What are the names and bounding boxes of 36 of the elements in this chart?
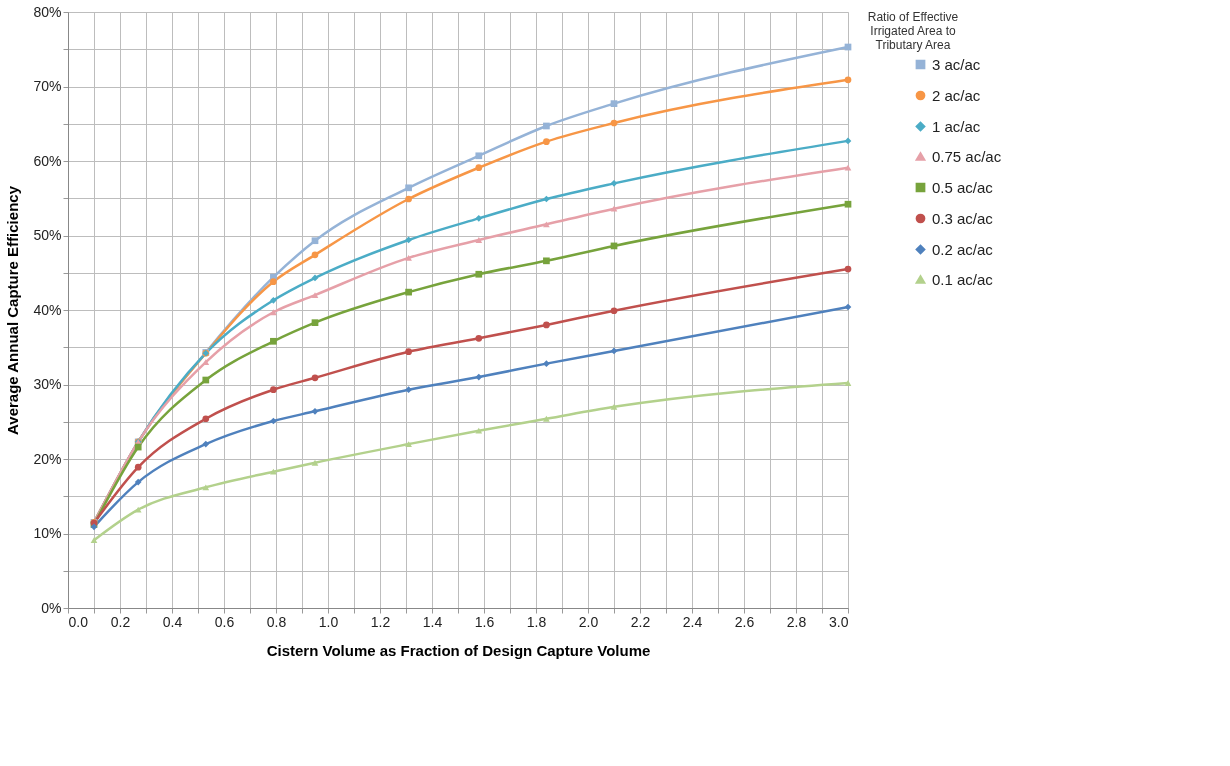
x-tick-label: 0.6 [214,613,235,630]
y-tick-label: 50% [33,227,62,243]
legend-title: Ratio of Effective Irrigated Area to Tributary Area [867,10,959,52]
y-tick-label: 10% [33,525,62,541]
x-tick-label: 2.2 [630,613,651,630]
x-axis-title: Cistern Volume as Fraction of Design Capture Volume [266,641,651,659]
legend-label: 3 ac/ac [932,55,981,73]
x-tick-label: 2.6 [734,613,755,630]
y-tick-label: 30% [33,376,62,392]
y-tick-label: 70% [33,78,62,94]
legend-label: 0.75 ac/ac [932,147,1002,165]
y-tick-label: 20% [33,450,62,467]
legend-label: 2 ac/ac [932,86,981,104]
x-tick-label: 1.0 [318,613,339,630]
legend-label: 0.5 ac/ac [932,178,994,196]
legend-label: 0.2 ac/ac [932,240,994,258]
y-axis-title: Average Annual Capture Efficiency [4,185,22,435]
x-tick-label: 1.2 [370,613,391,630]
x-tick-label: 0.4 [162,613,183,630]
x-tick-label: 0.0 [68,613,89,630]
x-tick-label: 1.6 [474,613,495,630]
x-tick-label: 0.2 [110,613,131,630]
legend-label: 0.3 ac/ac [932,209,994,227]
x-tick-label: 2.8 [786,613,807,630]
legend-label: 0.1 ac/ac [932,270,994,288]
x-tick-label: 3.0 [829,613,849,630]
x-tick-label: 1.4 [422,613,443,630]
y-tick-label: 80% [33,3,62,20]
x-tick-label: 2.4 [682,613,703,630]
y-tick-label: 60% [33,152,62,169]
x-tick-label: 2.0 [578,613,599,630]
legend-label: 1 ac/ac [932,117,981,135]
y-tick-label: 0% [41,599,62,616]
y-tick-label: 40% [33,301,62,318]
x-tick-label: 1.8 [526,613,547,630]
x-tick-label: 0.8 [266,613,287,630]
